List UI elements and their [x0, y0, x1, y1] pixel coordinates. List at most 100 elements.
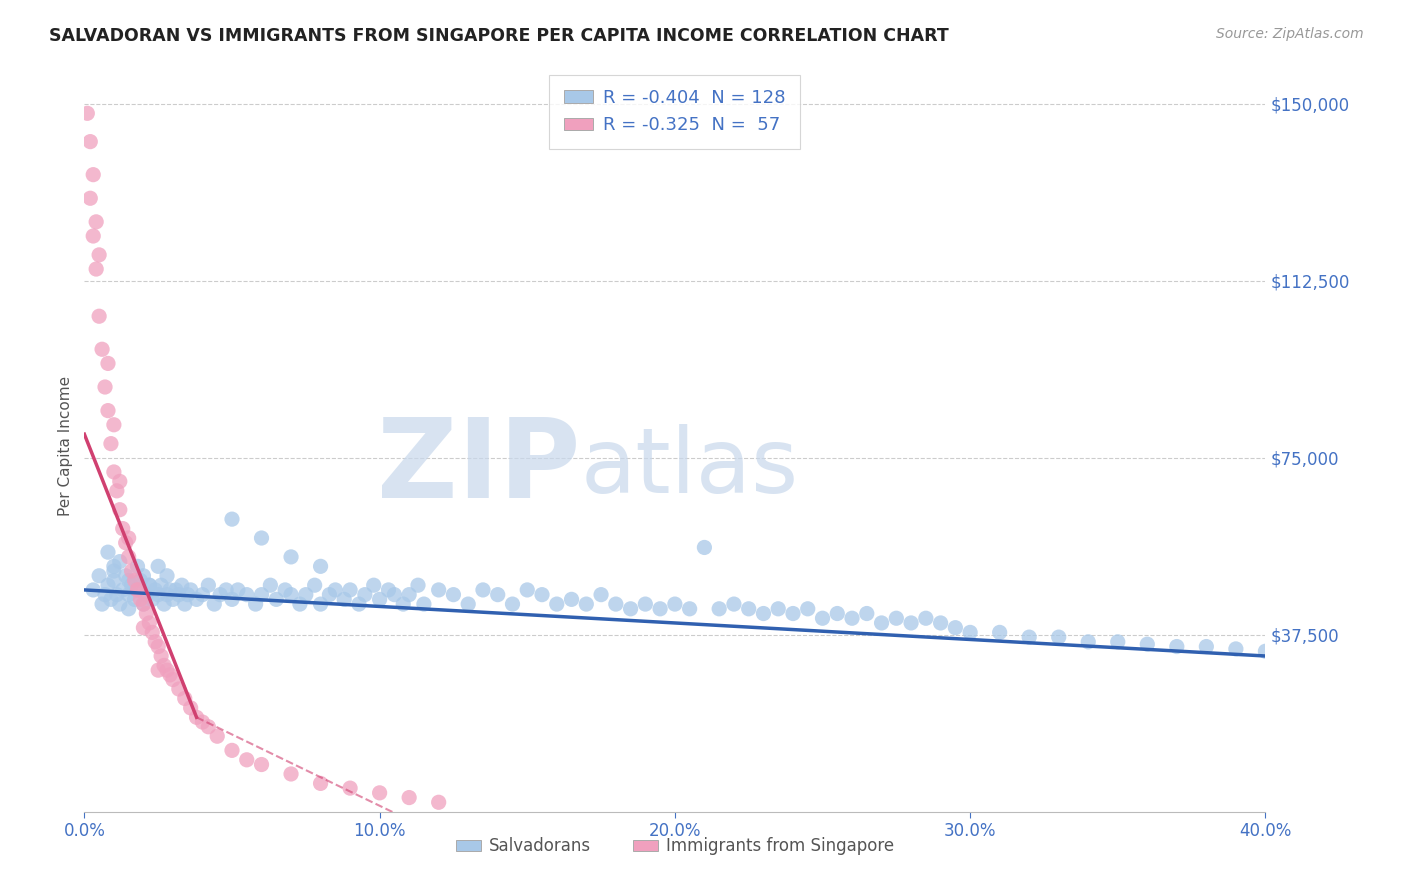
Point: [167, 588, 190, 602]
Point: [94, 380, 117, 394]
Text: SALVADORAN VS IMMIGRANTS FROM SINGAPORE PER CAPITA INCOME CORRELATION CHART: SALVADORAN VS IMMIGRANTS FROM SINGAPORE …: [49, 27, 949, 45]
Point: [111, 522, 134, 536]
Point: [91, 597, 114, 611]
Point: [180, 701, 202, 715]
Y-axis label: Per Capita Income: Per Capita Income: [58, 376, 73, 516]
Point: [368, 592, 391, 607]
Point: [105, 483, 128, 498]
Point: [141, 625, 163, 640]
Point: [162, 592, 184, 607]
Point: [406, 578, 429, 592]
Point: [900, 615, 922, 630]
Point: [650, 602, 672, 616]
Point: [143, 635, 166, 649]
Point: [103, 559, 125, 574]
Point: [79, 135, 101, 149]
Point: [76, 106, 98, 120]
Point: [124, 574, 146, 588]
Point: [79, 191, 101, 205]
Point: [127, 582, 149, 597]
Point: [129, 592, 152, 607]
Point: [105, 588, 128, 602]
Point: [132, 597, 155, 611]
Point: [693, 541, 716, 555]
Point: [288, 597, 311, 611]
Point: [103, 465, 125, 479]
Point: [153, 597, 176, 611]
Point: [103, 564, 125, 578]
Point: [915, 611, 938, 625]
Point: [118, 531, 141, 545]
Point: [108, 555, 131, 569]
Point: [82, 229, 104, 244]
Point: [782, 607, 804, 621]
Point: [141, 592, 163, 607]
Point: [108, 597, 131, 611]
Point: [103, 574, 125, 588]
Point: [605, 597, 627, 611]
Point: [186, 592, 208, 607]
Point: [135, 607, 157, 621]
Point: [111, 582, 134, 597]
Point: [561, 592, 583, 607]
Point: [250, 588, 273, 602]
Point: [97, 578, 120, 592]
Point: [118, 602, 141, 616]
Point: [191, 588, 214, 602]
Point: [127, 559, 149, 574]
Point: [1195, 640, 1218, 654]
Point: [280, 588, 302, 602]
Point: [170, 578, 193, 592]
Point: [945, 621, 967, 635]
Point: [1166, 640, 1188, 654]
Point: [221, 592, 243, 607]
Point: [221, 743, 243, 757]
Point: [501, 597, 523, 611]
Point: [295, 588, 318, 602]
Point: [167, 681, 190, 696]
Point: [114, 535, 136, 549]
Point: [363, 578, 385, 592]
Point: [266, 592, 288, 607]
Point: [186, 710, 208, 724]
Point: [382, 588, 406, 602]
Point: [280, 767, 302, 781]
Point: [1047, 630, 1070, 644]
Point: [664, 597, 686, 611]
Point: [118, 574, 141, 588]
Point: [339, 781, 361, 796]
Point: [148, 559, 170, 574]
Point: [236, 753, 259, 767]
Point: [156, 663, 179, 677]
Point: [1225, 641, 1247, 656]
Point: [207, 729, 229, 743]
Point: [118, 549, 141, 564]
Point: [339, 582, 361, 597]
Point: [368, 786, 391, 800]
Point: [150, 578, 173, 592]
Point: [280, 549, 302, 564]
Point: [811, 611, 834, 625]
Point: [472, 582, 495, 597]
Point: [215, 582, 238, 597]
Point: [156, 568, 179, 582]
Point: [988, 625, 1011, 640]
Point: [156, 588, 179, 602]
Point: [108, 475, 131, 489]
Point: [124, 592, 146, 607]
Point: [159, 582, 181, 597]
Point: [114, 568, 136, 582]
Point: [177, 588, 200, 602]
Point: [620, 602, 643, 616]
Point: [87, 248, 111, 262]
Point: [1254, 644, 1277, 658]
Point: [250, 757, 273, 772]
Point: [84, 262, 107, 277]
Point: [129, 574, 152, 588]
Point: [153, 658, 176, 673]
Point: [197, 720, 219, 734]
Point: [148, 640, 170, 654]
Point: [486, 588, 509, 602]
Point: [138, 578, 160, 592]
Point: [118, 588, 141, 602]
